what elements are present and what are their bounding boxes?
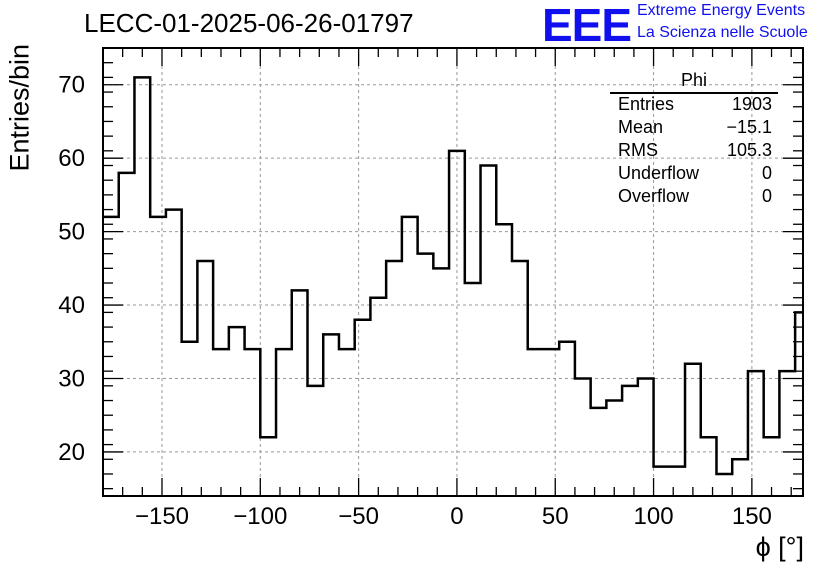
logo-line-1: Extreme Energy Events [637,2,806,19]
axis-ticks [102,47,803,496]
stats-label: Entries [618,94,675,114]
x-tick-label: −50 [338,503,379,530]
run-title: LECC-01-2025-06-26-01797 [84,8,414,38]
x-tick-label: −150 [135,503,189,530]
x-axis-label: ϕ [°] [755,532,804,562]
stats-label: RMS [618,140,658,160]
stats-row: Underflow 0 [610,163,778,186]
y-tick-label: 30 [58,365,85,392]
plot-frame [102,47,804,497]
x-tick-label: 150 [732,503,772,530]
stats-value: 105.3 [726,140,772,160]
stats-row: Mean −15.1 [610,117,778,140]
stats-label: Overflow [618,186,690,206]
stats-row: RMS 105.3 [610,140,778,163]
x-tick-label: 100 [634,503,674,530]
stats-value: 1903 [731,94,772,114]
stats-value: 0 [761,186,772,206]
eee-logo: EEE [542,0,632,51]
stats-row: Entries 1903 [610,94,778,117]
phi-histogram-line [103,76,803,476]
y-tick-label: 50 [58,219,85,246]
x-tick-label: −100 [233,503,287,530]
grid-lines [103,48,803,496]
stats-label: Mean [618,117,664,137]
x-tick-labels: −150 −100 −50 0 50 100 150 [135,503,772,530]
logo-line-2: La Scienza nelle Scuole [637,24,808,41]
x-tick-label: 50 [542,503,569,530]
y-tick-labels: 20 30 40 50 60 70 [58,72,85,466]
stats-value: −15.1 [726,117,772,137]
y-axis-label: Entries/bin [4,43,35,172]
y-tick-label: 40 [58,292,85,319]
stats-value: 0 [761,163,772,183]
x-tick-label: 0 [450,503,463,530]
stats-row: Overflow 0 [610,186,778,209]
stats-box-title: Phi [610,70,778,94]
y-tick-label: 20 [58,439,85,466]
y-tick-label: 60 [58,145,85,172]
stats-box: Phi Entries 1903 Mean −15.1 RMS 105.3 Un… [610,70,778,209]
y-tick-label: 70 [58,72,85,99]
stats-label: Underflow [618,163,700,183]
